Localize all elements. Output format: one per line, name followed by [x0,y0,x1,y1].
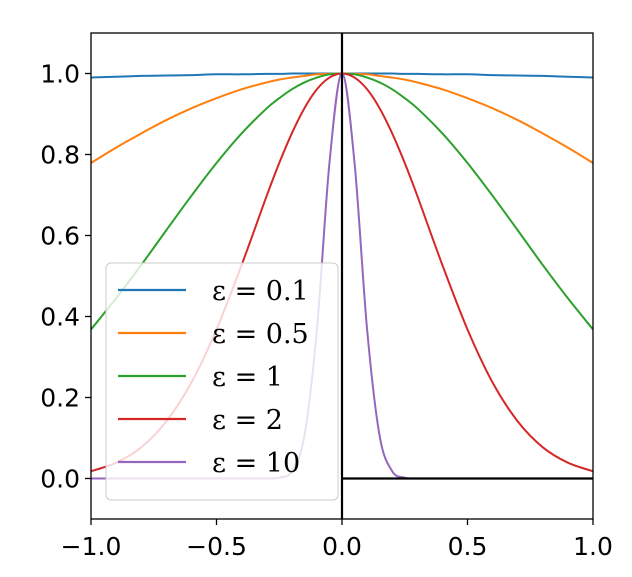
legend-label-2: ε = 0.5 [212,319,309,350]
y-axis-ticks: 0.0 0.2 0.4 0.6 0.8 1.0 [40,60,91,494]
y-tick-label: 0.6 [40,222,80,251]
legend-label-3: ε = 1 [212,362,283,393]
y-tick-label: 0.2 [40,384,80,413]
legend-label-5: ε = 10 [212,448,300,479]
y-tick-label: 0.4 [40,303,80,332]
y-tick-label: 0.0 [40,465,80,494]
legend-label-1: ε = 0.1 [212,276,309,307]
x-tick-label: −0.5 [186,532,247,561]
x-axis-ticks: −1.0 −0.5 0.0 0.5 1.0 [61,519,613,561]
x-tick-label: 0.5 [448,532,488,561]
legend: ε = 0.1 ε = 0.5 ε = 1 ε = 2 ε = 10 [105,262,339,501]
legend-box [105,262,339,501]
reference-lines [340,33,593,519]
x-tick-label: −1.0 [61,532,122,561]
y-tick-label: 0.8 [40,141,80,170]
y-tick-label: 1.0 [40,60,80,89]
x-tick-label: 1.0 [573,532,613,561]
x-tick-label: 0.0 [322,532,362,561]
legend-label-4: ε = 2 [212,405,283,436]
